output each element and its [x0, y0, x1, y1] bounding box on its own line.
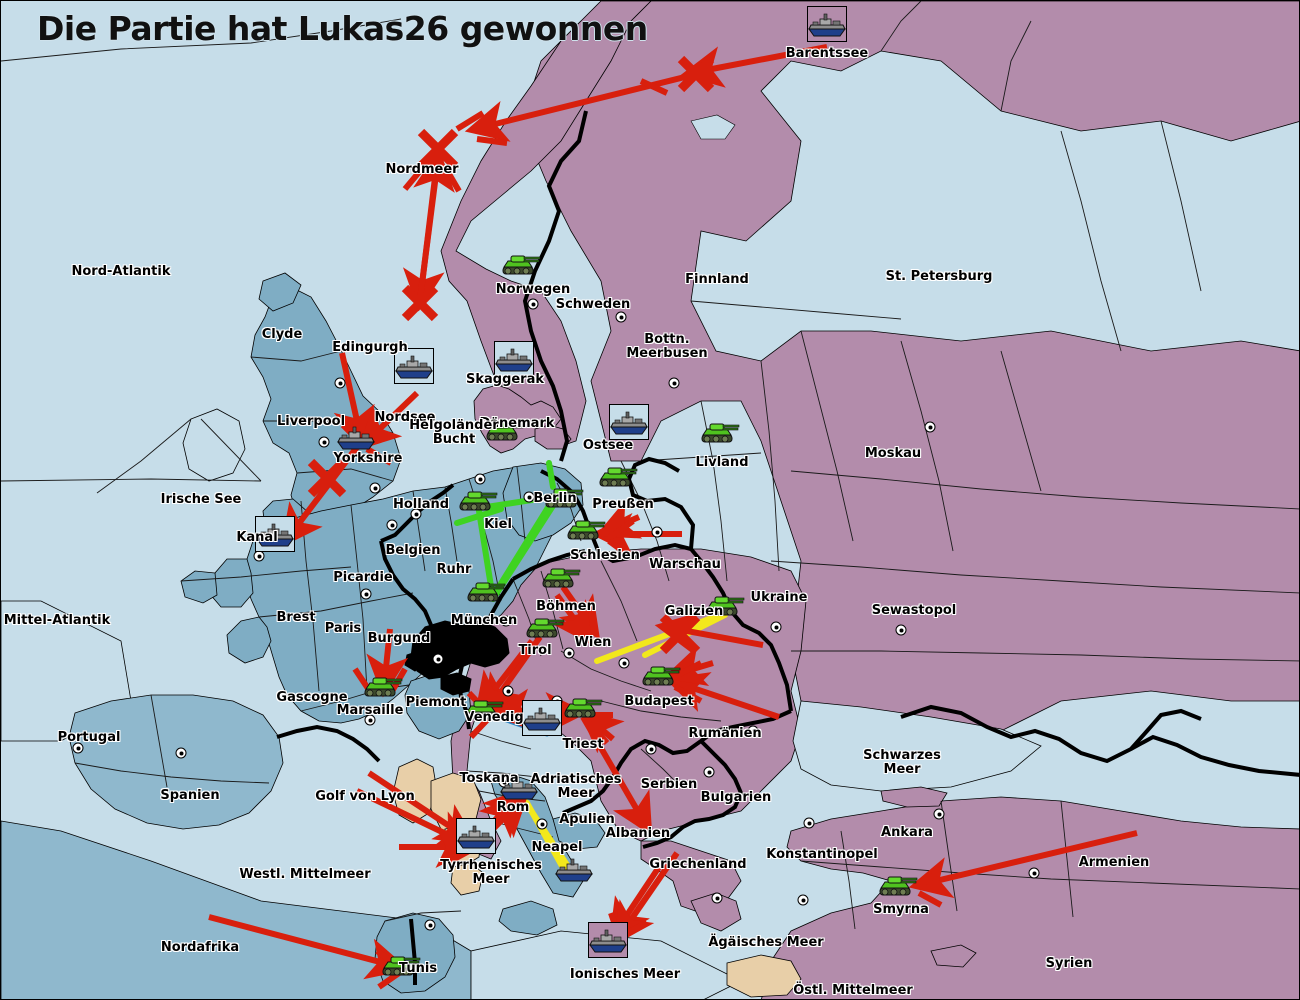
move-arrow-armenien-smyrna	[908, 830, 1138, 899]
army-norwegen[interactable]	[500, 253, 542, 283]
sc-smyrna	[797, 894, 809, 906]
army-boehmen[interactable]	[540, 566, 582, 596]
move-arrow-burgund-marsaille	[366, 628, 409, 698]
hold-support-rom-neapel-b	[524, 800, 570, 878]
sc-warschau	[651, 526, 663, 538]
fail-cross-yorkshire-kanal	[307, 458, 347, 498]
sc-bulgarien	[703, 766, 715, 778]
fleet-ionisches-meer[interactable]	[587, 929, 629, 959]
move-orders	[208, 44, 1138, 980]
sc-ankara	[933, 808, 945, 820]
misc-islands	[690, 114, 736, 140]
move-arrow-boehmen-wien2	[551, 593, 594, 646]
sc-muenchen	[500, 615, 512, 627]
move-arrow-triest-stub	[578, 710, 625, 754]
fail-cross-barentssee	[677, 55, 715, 93]
army-marsaille[interactable]	[362, 675, 404, 705]
fleet-neapel[interactable]	[553, 858, 595, 888]
fleet-ostsee[interactable]	[608, 411, 650, 441]
army-livland[interactable]	[699, 421, 741, 451]
sc-norwegen	[527, 298, 539, 310]
sc-london	[369, 482, 381, 494]
sc-liverpool	[318, 436, 330, 448]
army-schlesien[interactable]	[565, 518, 607, 548]
support-line-muenchen-berlin	[490, 495, 561, 602]
sc-paris	[360, 588, 372, 600]
sc-rumaenien	[747, 725, 759, 737]
sc-edingurgh	[334, 377, 346, 389]
move-arrow-far-to-nordmeer	[464, 70, 702, 142]
sc-kiel	[474, 473, 486, 485]
sc-serbien	[645, 743, 657, 755]
army-tirol[interactable]	[524, 616, 566, 646]
move-arrow-yorkshire-kanal	[280, 445, 360, 548]
support-line-kiel-berlin	[477, 494, 554, 511]
fleet-rom[interactable]	[498, 776, 540, 806]
army-triest[interactable]	[562, 696, 604, 726]
sc-bottn	[668, 377, 680, 389]
move-arrow-budapest-in	[665, 672, 780, 720]
support-line-berlin-north	[546, 460, 556, 490]
army-muenchen[interactable]	[465, 580, 507, 610]
army-smyrna[interactable]	[877, 874, 919, 904]
sc-wien	[563, 647, 575, 659]
fail-cross-galizien	[659, 613, 701, 655]
sc-piemont	[432, 653, 444, 665]
sc-schweden	[615, 311, 627, 323]
army-budapest[interactable]	[640, 664, 682, 694]
sc-budapest	[618, 657, 630, 669]
sc-holland	[410, 508, 422, 520]
army-venedig[interactable]	[463, 698, 505, 728]
fleet-kanal[interactable]	[254, 523, 296, 553]
page-title: Die Partie hat Lukas26 gewonnen	[37, 9, 648, 48]
sc-griechenland	[711, 892, 723, 904]
move-arrow-nordmeer-up	[413, 148, 455, 308]
sc-ukraine	[770, 621, 782, 633]
fleet-adriatisches-meer[interactable]	[521, 707, 563, 737]
support-line-kiel-west	[454, 506, 504, 526]
move-arrow-nordsee-yorkshire	[357, 390, 420, 451]
move-arrow-barentssee-west	[680, 44, 828, 88]
failed-order-crosses	[307, 55, 715, 655]
army-tunis[interactable]	[380, 954, 422, 984]
fleet-barentssee[interactable]	[806, 13, 848, 43]
sc-aegypten	[1028, 867, 1040, 879]
fleet-nordsee[interactable]	[393, 355, 435, 385]
sc-neapel	[536, 818, 548, 830]
army-galizien[interactable]	[704, 594, 746, 624]
fleet-yorkshire[interactable]	[335, 426, 377, 456]
sc-spanien	[175, 747, 187, 759]
fleet-skaggerak[interactable]	[493, 348, 535, 378]
army-daenemark[interactable]	[484, 419, 526, 449]
move-arrow-griechenland-ion	[613, 851, 680, 946]
province-borders	[1, 1, 1299, 930]
sc-rom	[498, 776, 510, 788]
sc-konstantinopel	[803, 817, 815, 829]
sc-tunis	[424, 919, 436, 931]
move-arrow-schlesien-extra	[595, 500, 643, 539]
move-arrow-nordafrika-tunis	[208, 914, 410, 980]
sc-belgien	[386, 519, 398, 531]
army-kiel[interactable]	[457, 489, 499, 519]
sc-portugal	[72, 742, 84, 754]
army-preussen[interactable]	[597, 465, 639, 495]
sc-sewastopol	[895, 624, 907, 636]
switzerland-impassable	[404, 620, 510, 696]
army-berlin[interactable]	[543, 486, 585, 516]
sc-berlin	[523, 491, 535, 503]
sc-moskau	[924, 421, 936, 433]
fail-cross-nordmeer	[417, 128, 459, 170]
sc-venedig	[502, 685, 514, 697]
move-arrow-rom-stub	[478, 793, 522, 839]
fleet-tyrrhenisches-meer[interactable]	[455, 825, 497, 855]
sc-marsaille	[364, 714, 376, 726]
fail-cross-north-sea	[401, 284, 439, 322]
